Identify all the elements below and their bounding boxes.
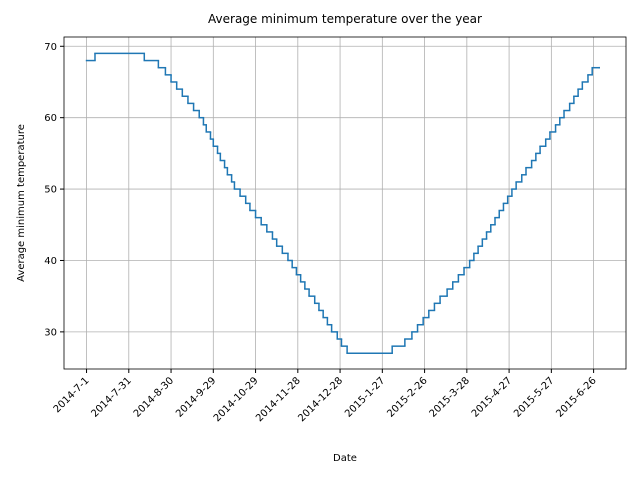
x-tick-label: 2015-6-26 [554, 375, 598, 419]
x-tick-label: 2014-12-28 [296, 375, 345, 424]
x-tick-label: 2014-8-30 [132, 375, 176, 419]
y-tick-label: 30 [44, 327, 57, 338]
y-tick-label: 60 [44, 113, 57, 124]
y-axis-label: Average minimum temperature [16, 124, 27, 282]
x-tick-label: 2014-9-29 [174, 375, 218, 419]
y-tick-label: 40 [44, 256, 57, 267]
x-tick-label: 2014-7-1 [52, 375, 92, 415]
x-axis-label: Date [333, 453, 357, 464]
x-tick-label: 2015-1-27 [343, 375, 387, 419]
chart-title: Average minimum temperature over the yea… [208, 12, 482, 26]
y-tick-label: 50 [44, 185, 57, 196]
x-tick-label: 2015-4-27 [470, 375, 514, 419]
x-tick-label: 2015-3-28 [428, 375, 472, 419]
plot-frame [63, 36, 627, 370]
y-tick-label: 70 [44, 42, 57, 53]
x-tick-label: 2015-2-26 [385, 375, 429, 419]
x-tick-label: 2015-5-27 [512, 375, 556, 419]
x-tick-label: 2014-7-31 [90, 375, 134, 419]
